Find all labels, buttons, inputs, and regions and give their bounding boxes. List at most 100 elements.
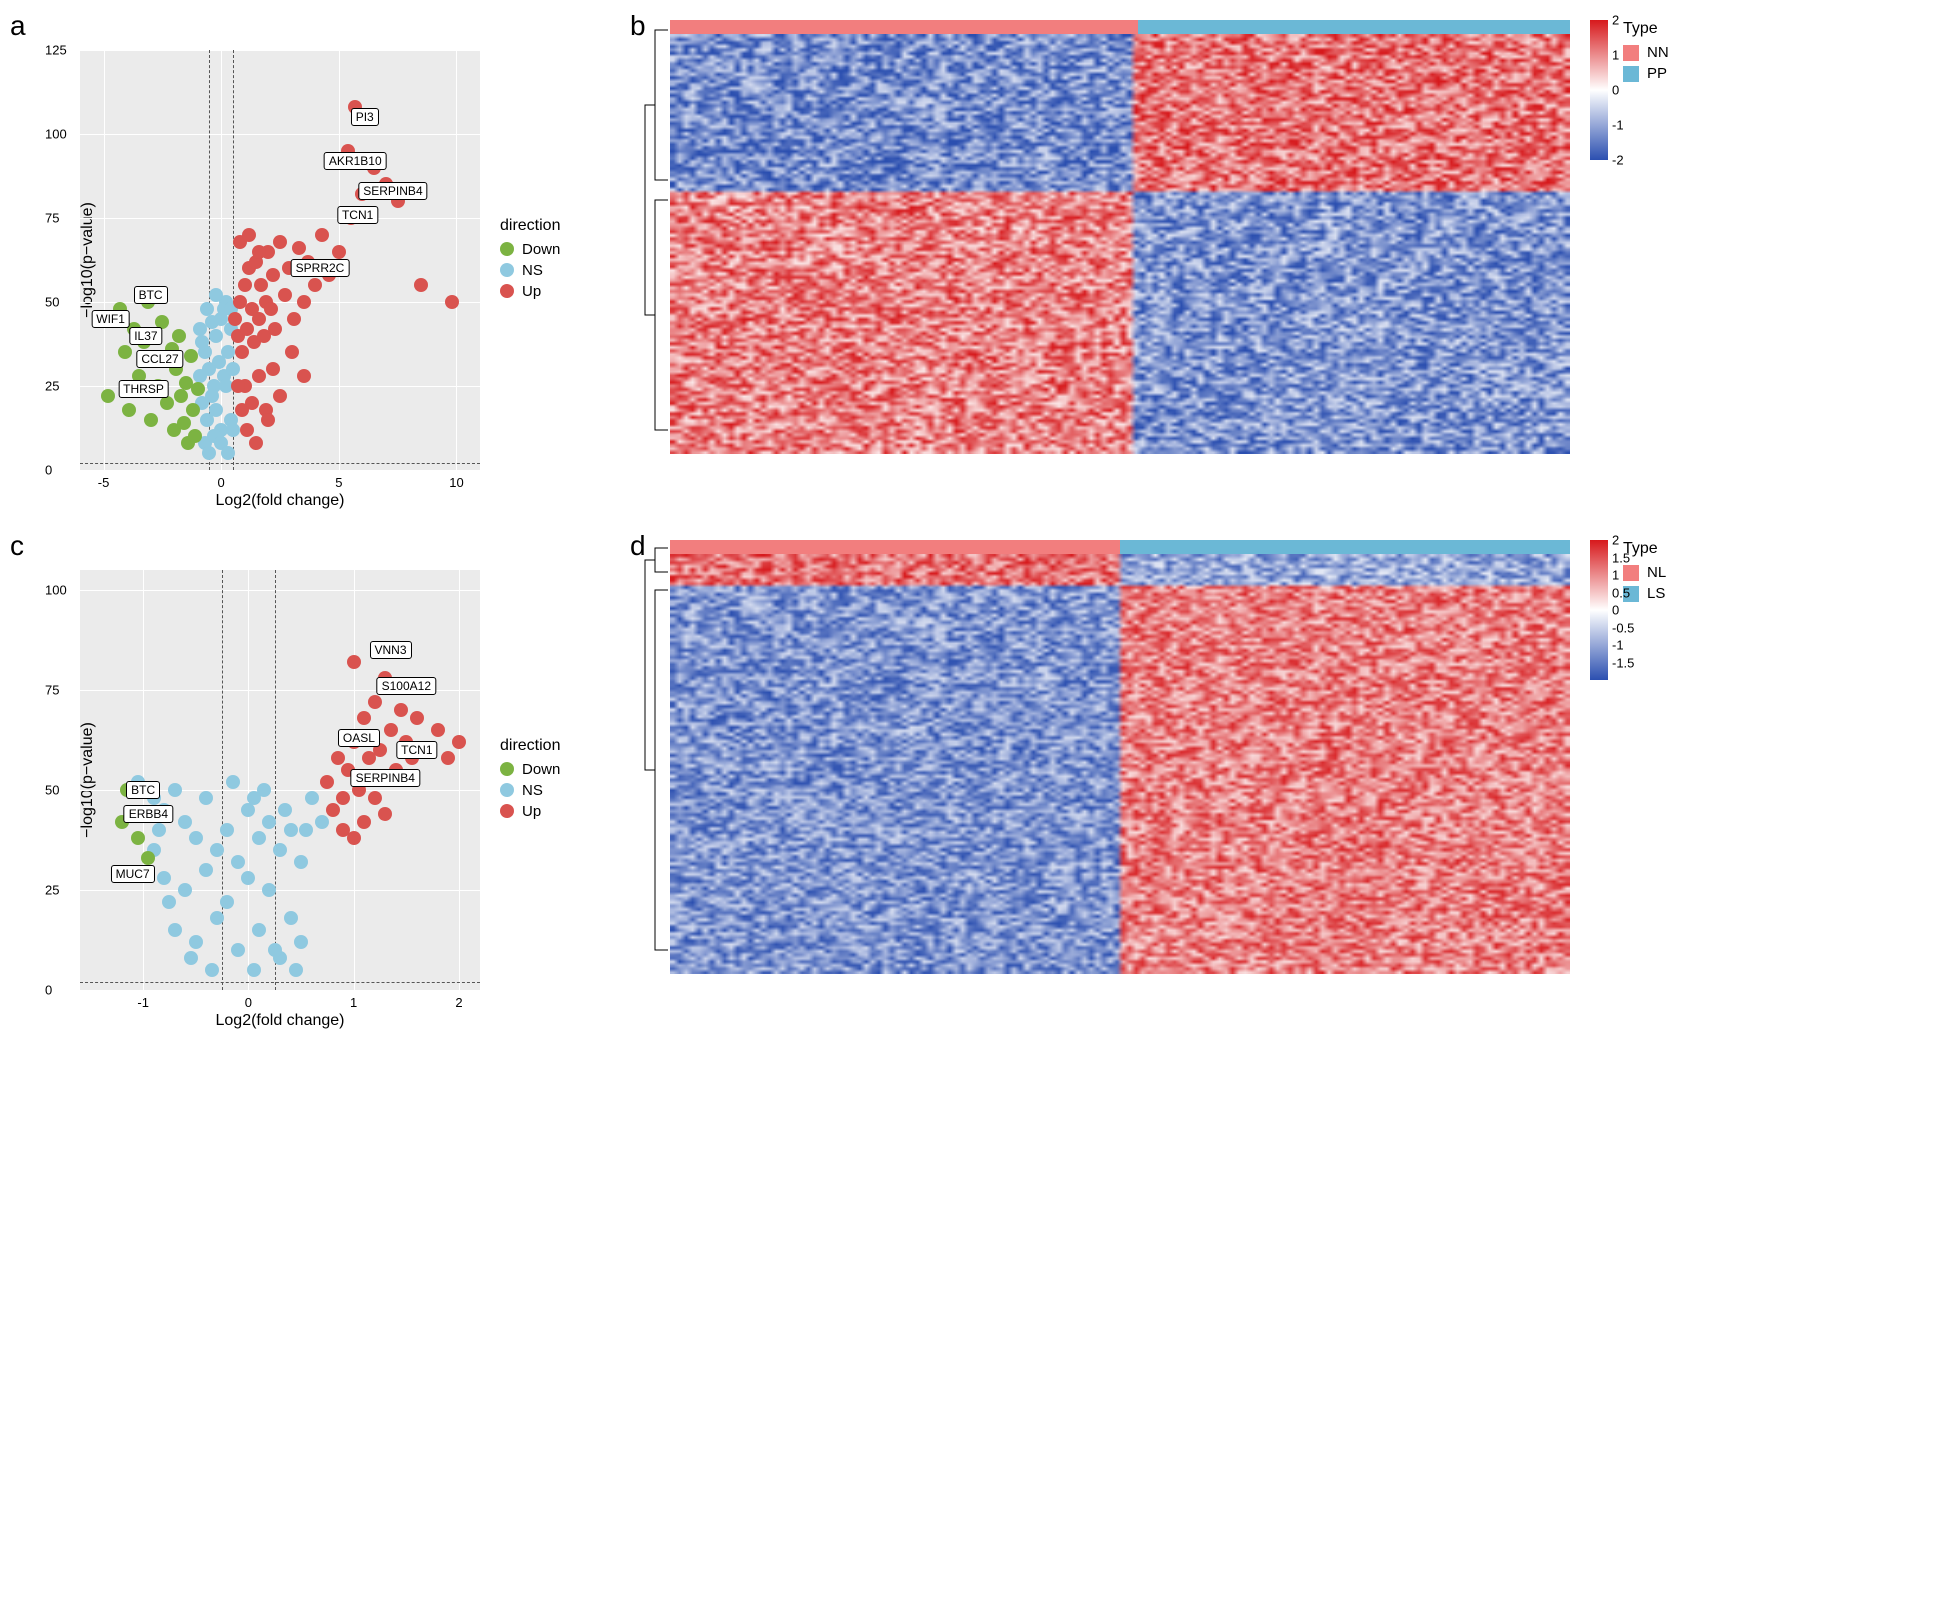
volcano-point — [231, 855, 245, 869]
legend-item: Up — [500, 283, 560, 300]
volcano-point — [231, 943, 245, 957]
type-bar-segment — [1120, 540, 1570, 554]
volcano-a-ylabel: −log10(p−value) — [79, 202, 97, 318]
type-legend-item: PP — [1623, 65, 1669, 82]
gene-label: SPRR2C — [291, 259, 350, 277]
volcano-point — [331, 751, 345, 765]
legend-item: Down — [500, 241, 560, 258]
volcano-c-ylabel: −log10(p−value) — [79, 722, 97, 838]
volcano-point — [308, 278, 322, 292]
volcano-point — [152, 823, 166, 837]
volcano-point — [209, 403, 223, 417]
legend-item: NS — [500, 262, 560, 279]
volcano-point — [177, 416, 191, 430]
heatmap-b — [670, 20, 1570, 460]
volcano-point — [357, 815, 371, 829]
volcano-point — [226, 362, 240, 376]
legend-box — [1623, 66, 1639, 82]
legend-label: Up — [522, 283, 541, 300]
colorbar-tick: -0.5 — [1612, 620, 1634, 635]
volcano-point — [198, 345, 212, 359]
volcano-point — [278, 288, 292, 302]
volcano-a-container: −log10(p−value) Log2(fold change) 025507… — [20, 20, 600, 500]
colorbar-tick: -1 — [1612, 638, 1624, 653]
volcano-c-container: −log10(p−value) Log2(fold change) 025507… — [20, 540, 600, 1020]
ytick-label: 125 — [45, 43, 67, 58]
volcano-point — [247, 791, 261, 805]
gene-label: IL37 — [129, 327, 162, 345]
colorbar-tick: 0 — [1612, 603, 1619, 618]
heatmap-b-type-bar — [670, 20, 1570, 34]
heatmap-d-container: 21.510.50-0.5-1-1.5 Type NLLS — [640, 540, 1840, 1020]
xtick-label: 2 — [455, 995, 462, 1010]
volcano-point — [221, 446, 235, 460]
colorbar-tick: 2 — [1612, 13, 1619, 28]
volcano-point — [172, 329, 186, 343]
panel-b: b 210-1-2 Type NNPP — [640, 20, 1840, 500]
volcano-point — [292, 241, 306, 255]
volcano-point — [368, 791, 382, 805]
panel-a: a −log10(p−value) Log2(fold change) 0255… — [20, 20, 600, 500]
ytick-label: 75 — [45, 683, 59, 698]
volcano-point — [262, 883, 276, 897]
volcano-point — [414, 278, 428, 292]
volcano-point — [378, 807, 392, 821]
volcano-point — [368, 695, 382, 709]
legend-box — [1623, 45, 1639, 61]
xtick-label: 0 — [218, 475, 225, 490]
panel-d: d 21.510.50-0.5-1-1.5 Type NLLS — [640, 540, 1840, 1020]
legend-dot — [500, 284, 514, 298]
gene-label: S100A12 — [377, 677, 436, 695]
volcano-point — [221, 345, 235, 359]
volcano-point — [252, 831, 266, 845]
gene-label: ERBB4 — [124, 805, 173, 823]
heatmap-b-dendrogram — [640, 20, 670, 440]
heatmap-b-container: 210-1-2 Type NNPP — [640, 20, 1840, 500]
volcano-point — [264, 302, 278, 316]
volcano-a-plot: −log10(p−value) Log2(fold change) 025507… — [80, 50, 480, 470]
gene-label: BTC — [134, 286, 168, 304]
colorbar-tick: -2 — [1612, 153, 1624, 168]
ytick-label: 50 — [45, 295, 59, 310]
volcano-point — [226, 775, 240, 789]
volcano-point — [347, 655, 361, 669]
colorbar-tick: -1.5 — [1612, 655, 1634, 670]
gene-label: SERPINB4 — [351, 769, 420, 787]
ytick-label: 50 — [45, 783, 59, 798]
type-legend-label: NL — [1647, 564, 1666, 581]
volcano-point — [205, 963, 219, 977]
volcano-point — [235, 403, 249, 417]
heatmap-b-colorbar: 210-1-2 — [1590, 20, 1608, 160]
volcano-point — [199, 863, 213, 877]
volcano-point — [189, 935, 203, 949]
volcano-point — [205, 389, 219, 403]
volcano-point — [336, 791, 350, 805]
volcano-point — [220, 823, 234, 837]
type-bar-segment — [1138, 20, 1570, 34]
volcano-point — [238, 278, 252, 292]
colorbar-tick: -1 — [1612, 118, 1624, 133]
volcano-point — [186, 403, 200, 417]
ytick-label: 25 — [45, 379, 59, 394]
ytick-label: 0 — [45, 463, 52, 478]
volcano-point — [188, 429, 202, 443]
volcano-point — [184, 951, 198, 965]
panel-c: c −log10(p−value) Log2(fold change) 0255… — [20, 540, 600, 1020]
volcano-point — [294, 855, 308, 869]
volcano-point — [184, 349, 198, 363]
heatmap-d-dendrogram — [640, 540, 670, 960]
gene-label: CCL27 — [136, 350, 183, 368]
volcano-point — [452, 735, 466, 749]
volcano-point — [101, 389, 115, 403]
volcano-a-legend: direction Down NS Up — [500, 217, 560, 304]
volcano-point — [249, 436, 263, 450]
gene-label: WIF1 — [91, 310, 130, 328]
volcano-a-legend-title: direction — [500, 217, 560, 235]
volcano-point — [168, 783, 182, 797]
volcano-point — [289, 963, 303, 977]
volcano-point — [268, 322, 282, 336]
gene-label: PI3 — [351, 108, 379, 126]
xtick-label: -1 — [137, 995, 149, 1010]
type-legend-label: PP — [1647, 65, 1667, 82]
volcano-point — [357, 711, 371, 725]
